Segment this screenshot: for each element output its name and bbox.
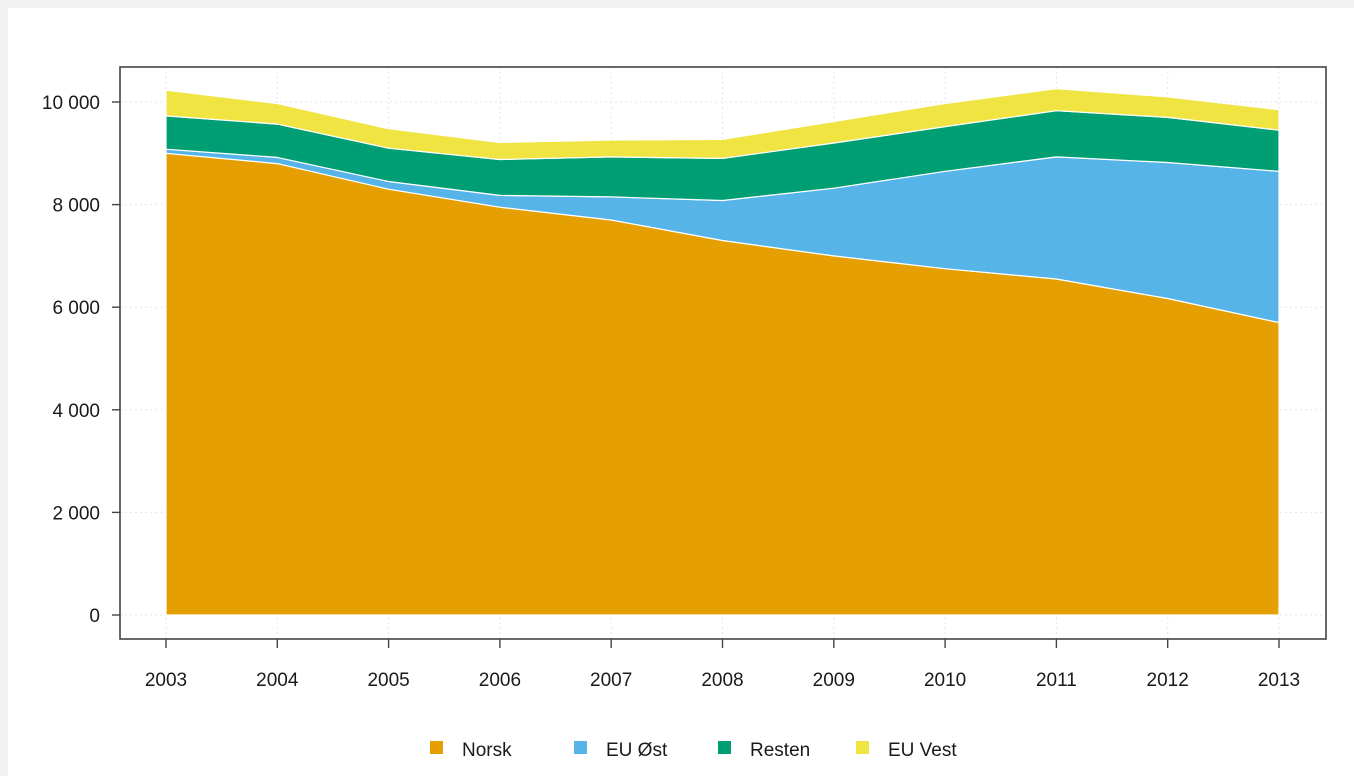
- x-tick-label: 2005: [367, 670, 409, 691]
- legend-swatch-resten: [718, 741, 731, 754]
- x-tick-label: 2007: [590, 670, 632, 691]
- y-tick-label: 8 000: [52, 196, 100, 217]
- legend-label-norsk: Norsk: [462, 740, 512, 761]
- area-layer: [165, 88, 1280, 616]
- legend-swatch-norsk: [430, 741, 443, 754]
- legend-label-eu-vest: EU Vest: [888, 740, 957, 761]
- x-tick-label: 2010: [924, 670, 966, 691]
- chart-card: 0 2 000 4 000 6 000 8 000 10 000 2003 2004 2005 2…: [8, 8, 1354, 776]
- y-tick-label: 2 000: [52, 503, 100, 524]
- stacked-area-chart: 0 2 000 4 000 6 000 8 000 10 000 2003 2004 2005 2…: [42, 66, 1327, 761]
- axis-layer: 0 2 000 4 000 6 000 8 000 10 000 2003 2004 2005 2…: [42, 93, 1300, 691]
- x-tick-label: 2013: [1258, 670, 1300, 691]
- legend-swatch-eu-st: [574, 741, 587, 754]
- x-tick-label: 2012: [1147, 670, 1189, 691]
- x-tick-label: 2004: [256, 670, 299, 691]
- x-tick-label: 2009: [813, 670, 855, 691]
- x-tick-label: 2006: [479, 670, 521, 691]
- area-series-eu-vest: [165, 88, 1280, 161]
- y-tick-label: 0: [89, 606, 100, 627]
- legend-swatch-eu-vest: [856, 741, 869, 754]
- y-tick-label: 6 000: [52, 298, 100, 319]
- legend-label-eu-st: EU Øst: [606, 740, 668, 761]
- x-tick-label: 2011: [1036, 670, 1077, 691]
- x-tick-label: 2003: [145, 670, 187, 691]
- y-tick-label: 10 000: [42, 93, 100, 114]
- y-tick-label: 4 000: [52, 401, 100, 422]
- legend: Norsk EU Øst Resten EU Vest: [430, 740, 957, 761]
- legend-label-resten: Resten: [750, 740, 810, 761]
- x-tick-label: 2008: [701, 670, 743, 691]
